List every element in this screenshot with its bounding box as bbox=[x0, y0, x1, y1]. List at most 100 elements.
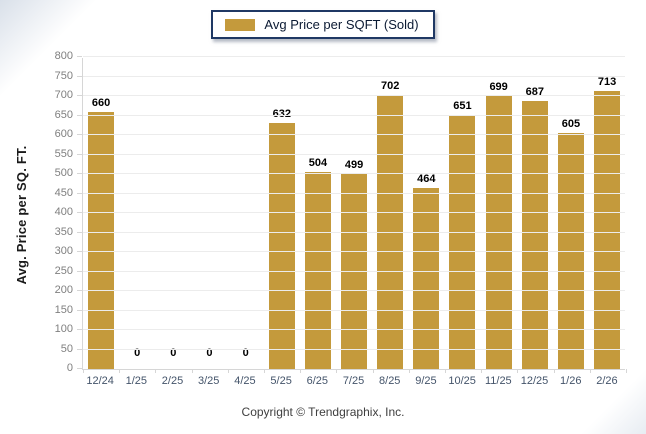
bar-value-label: 464 bbox=[417, 173, 436, 186]
bar-column-1-25: 0 bbox=[119, 58, 155, 369]
gridline bbox=[83, 309, 625, 311]
x-axis-tick bbox=[626, 369, 627, 373]
y-axis-tick-label: 550 bbox=[54, 147, 73, 160]
y-axis-tick-label: 800 bbox=[54, 50, 73, 62]
x-axis-tick bbox=[408, 369, 410, 373]
x-axis-tick-label: 5/25 bbox=[270, 375, 292, 387]
y-axis-tick bbox=[77, 153, 82, 155]
bar-value-label: 699 bbox=[489, 81, 508, 94]
bar-column-2-26: 713 bbox=[589, 58, 625, 369]
x-axis-tick-label: 3/25 bbox=[198, 375, 220, 387]
y-axis-tick bbox=[77, 95, 82, 96]
x-axis-tick bbox=[336, 369, 338, 373]
y-axis-tick-label: 200 bbox=[54, 284, 73, 296]
bar-value-label: 713 bbox=[597, 75, 617, 88]
bar-value-label: 504 bbox=[308, 157, 328, 170]
y-axis-tick bbox=[77, 290, 82, 291]
x-axis-tick bbox=[155, 369, 157, 373]
bar-value-label: 687 bbox=[525, 86, 544, 99]
gridline bbox=[83, 95, 625, 96]
gridline bbox=[83, 56, 625, 57]
bar bbox=[485, 96, 512, 369]
gridline bbox=[83, 75, 625, 77]
x-axis-tick bbox=[589, 369, 591, 373]
x-axis-tick bbox=[300, 369, 302, 373]
legend-box: Avg Price per SQFT (Sold) bbox=[211, 10, 435, 39]
x-axis-tick bbox=[445, 369, 446, 373]
bar-value-label: 0 bbox=[242, 347, 249, 359]
bar-column-5-25: 632 bbox=[264, 58, 300, 369]
gridline bbox=[83, 270, 625, 272]
bar-column-6-25: 504 bbox=[300, 58, 336, 369]
bar bbox=[341, 174, 368, 369]
gridline bbox=[83, 348, 625, 350]
gridline bbox=[83, 114, 625, 116]
x-axis-tick bbox=[83, 369, 84, 373]
x-axis-tick-label: 2/25 bbox=[161, 375, 184, 387]
bar-value-label: 660 bbox=[91, 96, 111, 109]
bar bbox=[413, 188, 440, 369]
x-axis-tick-label: 12/25 bbox=[520, 375, 549, 387]
y-axis-tick bbox=[77, 173, 82, 174]
y-axis-tick bbox=[77, 329, 82, 330]
y-axis-tick bbox=[77, 56, 82, 57]
x-axis-tick-label: 11/25 bbox=[484, 375, 512, 387]
y-axis-tick bbox=[77, 309, 82, 311]
y-axis-tick bbox=[77, 348, 82, 350]
x-axis-tick bbox=[372, 369, 374, 373]
gridline bbox=[83, 173, 625, 174]
copyright-text: Copyright © Trendgraphix, Inc. bbox=[241, 405, 405, 419]
x-axis-tick-label: 9/25 bbox=[415, 375, 437, 387]
x-axis-tick bbox=[191, 369, 193, 373]
gridline bbox=[83, 290, 625, 291]
plot-area: 660 0 0 0 0 632 504 499 702 464 651 699 687 605 713 0 5… bbox=[55, 51, 627, 374]
bar-value-label: 499 bbox=[344, 159, 364, 172]
x-axis-tick-label: 6/25 bbox=[306, 375, 329, 387]
bar bbox=[88, 111, 115, 369]
y-axis-tick-label: 250 bbox=[54, 264, 73, 277]
x-axis-tick bbox=[517, 369, 519, 373]
y-axis-tick bbox=[77, 75, 82, 77]
y-axis-tick bbox=[77, 212, 82, 213]
gridline bbox=[83, 134, 625, 135]
bar bbox=[521, 101, 548, 369]
bar-value-label: 651 bbox=[453, 100, 472, 113]
bar-column-12-25: 687 bbox=[517, 58, 553, 369]
y-axis-tick-label: 450 bbox=[54, 186, 73, 199]
bar-column-2-25: 0 bbox=[155, 58, 191, 369]
x-axis-tick-label: 1/26 bbox=[560, 375, 582, 387]
y-axis-tick-label: 750 bbox=[54, 69, 73, 82]
footer: Copyright © Trendgraphix, Inc. bbox=[0, 403, 646, 421]
y-axis-tick-label: 50 bbox=[60, 342, 73, 355]
x-axis-tick bbox=[264, 369, 265, 373]
y-axis-tick bbox=[77, 192, 82, 194]
legend: Avg Price per SQFT (Sold) bbox=[0, 10, 646, 39]
legend-swatch-gold bbox=[225, 18, 256, 31]
x-axis-tick bbox=[553, 369, 555, 373]
gridline bbox=[83, 251, 625, 252]
legend-label: Avg Price per SQFT (Sold) bbox=[264, 17, 419, 32]
bar-column-1-26: 605 bbox=[553, 58, 589, 369]
gridline bbox=[83, 212, 625, 213]
bar-column-3-25: 0 bbox=[191, 58, 227, 369]
y-axis-tick-label: 500 bbox=[54, 167, 73, 179]
x-axis-labels: 12/24 1/25 2/25 3/25 4/25 5/25 6/25 7/25 8/25 9/2… bbox=[82, 376, 625, 387]
y-axis-tick-label: 700 bbox=[54, 89, 73, 101]
y-axis-tick-label: 650 bbox=[54, 108, 73, 121]
bar-column-12-24: 660 bbox=[83, 58, 119, 369]
y-axis-tick-label: 600 bbox=[54, 128, 73, 140]
gridline bbox=[83, 231, 625, 233]
y-axis-tick-label: 0 bbox=[66, 362, 73, 374]
bar-value-label: 702 bbox=[381, 80, 400, 93]
y-axis-tick-label: 350 bbox=[54, 225, 73, 238]
x-axis-tick bbox=[481, 369, 483, 373]
y-axis-tick bbox=[77, 114, 82, 116]
gridline bbox=[83, 192, 625, 194]
bar-column-9-25: 464 bbox=[408, 58, 444, 369]
y-axis-tick-label: 100 bbox=[54, 323, 73, 335]
bar-value-label: 0 bbox=[170, 347, 177, 359]
x-axis-tick bbox=[227, 369, 229, 373]
x-axis-tick-label: 2/26 bbox=[596, 375, 618, 387]
bar bbox=[268, 122, 295, 369]
y-axis-tick bbox=[77, 231, 82, 233]
